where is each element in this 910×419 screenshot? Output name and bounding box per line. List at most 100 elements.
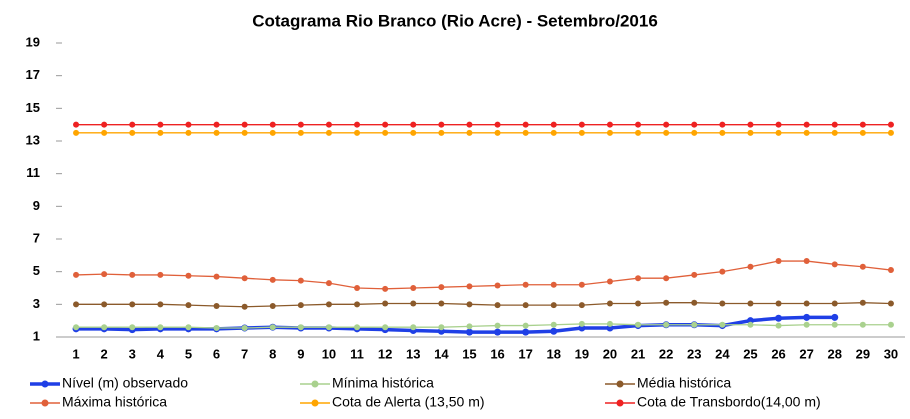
point	[859, 321, 866, 328]
point	[213, 325, 220, 332]
legend-label: Média histórica	[637, 375, 731, 391]
point	[775, 258, 782, 265]
series-line	[76, 260, 892, 290]
point	[410, 324, 417, 331]
x-tick-label: 8	[269, 346, 276, 361]
point	[719, 268, 726, 275]
point	[775, 300, 782, 307]
point	[887, 321, 894, 328]
point	[831, 313, 839, 321]
point	[831, 121, 838, 128]
x-tick-label: 19	[575, 346, 589, 361]
point	[354, 129, 361, 136]
point	[185, 121, 192, 128]
legend-label: Cota de Alerta (13,50 m)	[332, 394, 485, 410]
point	[157, 129, 164, 136]
point	[606, 300, 613, 307]
legend-marker	[41, 380, 49, 388]
point	[129, 301, 136, 308]
point	[241, 121, 248, 128]
series-line	[76, 302, 891, 308]
point	[466, 129, 473, 136]
x-tick-label: 25	[743, 346, 757, 361]
point	[73, 271, 80, 278]
legend-marker	[311, 399, 319, 407]
point	[522, 129, 529, 136]
point	[269, 121, 276, 128]
point	[663, 129, 670, 136]
point	[663, 299, 670, 306]
point	[859, 121, 866, 128]
point	[494, 282, 501, 289]
point	[101, 129, 108, 136]
x-tick-label: 29	[856, 346, 870, 361]
point	[747, 129, 754, 136]
y-tick-label: 11	[26, 165, 40, 180]
point	[550, 121, 557, 128]
x-tick-label: 6	[213, 346, 220, 361]
point	[297, 121, 304, 128]
point	[325, 121, 332, 128]
point	[550, 302, 557, 309]
point	[663, 321, 670, 328]
point	[494, 121, 501, 128]
point	[382, 324, 389, 331]
y-tick-label: 13	[26, 132, 40, 147]
point	[438, 324, 445, 331]
point	[803, 121, 810, 128]
point	[522, 328, 530, 336]
y-tick-label: 5	[33, 263, 40, 278]
point	[354, 285, 361, 291]
point	[719, 300, 726, 307]
point	[635, 300, 642, 307]
point	[325, 129, 332, 136]
point	[157, 301, 164, 308]
point	[382, 285, 389, 292]
point	[775, 121, 782, 128]
point	[73, 301, 80, 308]
point	[606, 129, 613, 136]
point	[803, 300, 810, 307]
x-tick-label: 14	[434, 346, 449, 361]
point	[410, 129, 417, 136]
x-tick-label: 17	[518, 346, 532, 361]
point	[747, 300, 754, 307]
x-tick-label: 3	[129, 346, 136, 361]
point	[185, 272, 192, 279]
legend-marker	[41, 399, 49, 407]
point	[438, 300, 445, 307]
point	[691, 129, 698, 136]
point	[269, 276, 276, 283]
chart-title: Cotagrama Rio Branco (Rio Acre) - Setemb…	[252, 11, 658, 30]
point	[494, 322, 501, 329]
point	[775, 314, 783, 322]
point	[578, 121, 585, 128]
point	[213, 302, 220, 309]
point	[747, 263, 754, 270]
point	[354, 121, 361, 128]
point	[157, 324, 164, 331]
x-tick-label: 13	[406, 346, 420, 361]
legend-label: Cota de Transbordo(14,00 m)	[637, 394, 821, 410]
point	[522, 322, 529, 329]
point	[887, 300, 894, 307]
point	[325, 301, 332, 308]
x-tick-label: 22	[659, 346, 673, 361]
x-tick-label: 18	[547, 346, 561, 361]
point	[410, 121, 417, 128]
point	[241, 303, 248, 310]
point	[354, 301, 361, 308]
point	[803, 258, 810, 265]
point	[213, 129, 220, 136]
x-tick-label: 21	[631, 346, 645, 361]
point	[691, 299, 698, 306]
point	[382, 121, 389, 128]
y-tick-label: 15	[26, 100, 40, 115]
point	[803, 313, 811, 321]
point	[325, 280, 332, 287]
point	[101, 121, 108, 128]
point	[157, 121, 164, 128]
point	[410, 300, 417, 307]
point	[241, 325, 248, 332]
